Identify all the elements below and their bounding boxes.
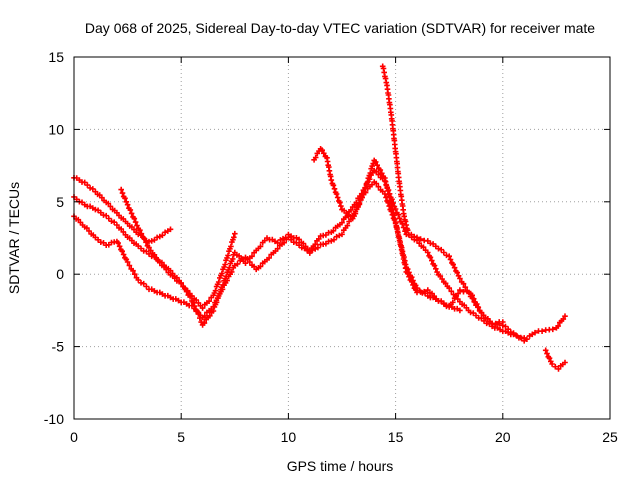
- series-markers: [542, 347, 568, 372]
- y-tick-label: -10: [44, 411, 64, 427]
- y-axis-label: SDTVAR / TECUs: [6, 182, 22, 294]
- x-tick-label: 15: [388, 429, 404, 445]
- y-tick-label: 10: [48, 121, 64, 137]
- y-tick-label: 0: [56, 266, 64, 282]
- y-tick-label: 15: [48, 49, 64, 65]
- series-markers: [379, 63, 568, 344]
- plot-frame: [73, 56, 611, 420]
- series-track-4: [118, 186, 238, 311]
- series-markers: [118, 186, 238, 311]
- tick-layer: 0 5 10 15 20 25 -10 -5 0 5 10 15: [44, 49, 618, 445]
- y-tick-label: 5: [56, 194, 64, 210]
- data-layer: [71, 63, 568, 372]
- series-markers: [71, 175, 174, 245]
- series-track-5: [311, 146, 506, 327]
- chart-title: Day 068 of 2025, Sidereal Day-to-day VTE…: [85, 20, 595, 36]
- series-track-1: [71, 167, 527, 341]
- series-markers: [71, 167, 527, 341]
- x-tick-label: 25: [602, 429, 618, 445]
- y-tick-label: -5: [52, 339, 65, 355]
- series-markers: [311, 146, 506, 327]
- x-tick-label: 10: [281, 429, 297, 445]
- series-track-3: [71, 175, 174, 245]
- x-tick-label: 20: [495, 429, 511, 445]
- series-track-7: [542, 347, 568, 372]
- x-tick-label: 5: [177, 429, 185, 445]
- x-tick-label: 0: [70, 429, 78, 445]
- series-track-6: [379, 63, 568, 344]
- x-axis-label: GPS time / hours: [287, 458, 394, 474]
